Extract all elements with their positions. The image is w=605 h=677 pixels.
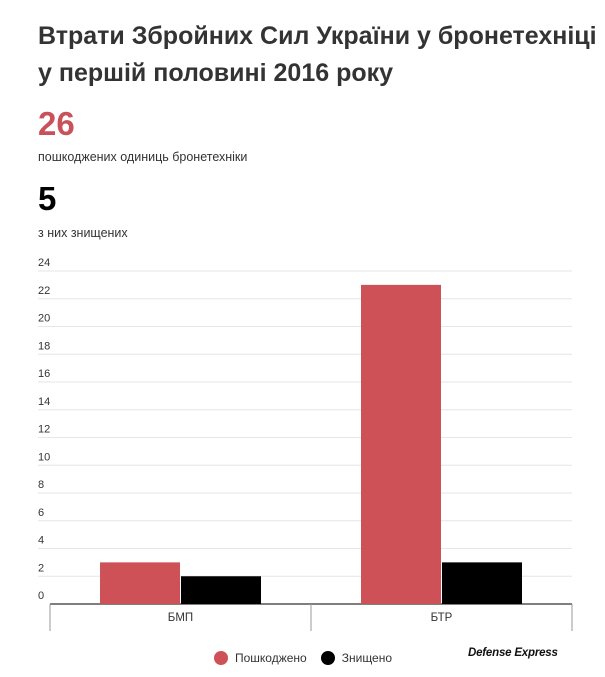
legend-label-destroyed: Знищено (341, 651, 393, 665)
y-tick-label: 18 (38, 340, 50, 352)
y-tick-label: 16 (38, 368, 50, 380)
y-tick-label: 10 (38, 451, 50, 463)
x-category-label: БМП (168, 612, 193, 624)
bar-damaged-1 (361, 284, 441, 604)
y-tick-label: 8 (38, 479, 44, 491)
destroyed-count: 5 (38, 180, 57, 217)
watermark-logo: Defense Express (468, 647, 558, 659)
x-category-label: БТР (431, 612, 453, 624)
y-tick-label: 20 (38, 313, 50, 325)
y-tick-label: 6 (38, 507, 44, 519)
chart-title: Втрати Збройних Сил України у бронетехні… (38, 22, 597, 87)
y-tick-label: 2 (38, 562, 44, 574)
legend: Пошкоджено Знищено (214, 651, 406, 665)
destroyed-count-label: з них знищених (38, 226, 128, 240)
damaged-count-label: пошкоджених одиниць бронетехніки (38, 150, 248, 164)
y-tick-label: 0 (38, 590, 44, 602)
y-tick-label: 4 (38, 535, 44, 547)
y-tick-label: 14 (38, 396, 50, 408)
bar-destroyed-0 (181, 576, 261, 604)
legend-swatch-damaged (214, 651, 228, 665)
damaged-count: 26 (38, 105, 75, 142)
y-tick-label: 24 (38, 257, 50, 269)
y-tick-label: 12 (38, 424, 50, 436)
legend-item-destroyed: Знищено (320, 651, 393, 665)
legend-item-damaged: Пошкоджено (214, 651, 307, 665)
y-tick-label: 22 (38, 285, 50, 297)
legend-swatch-destroyed (320, 651, 335, 665)
bar-damaged-0 (100, 562, 180, 604)
legend-label-damaged: Пошкоджено (235, 651, 307, 665)
bar-destroyed-1 (442, 562, 522, 604)
